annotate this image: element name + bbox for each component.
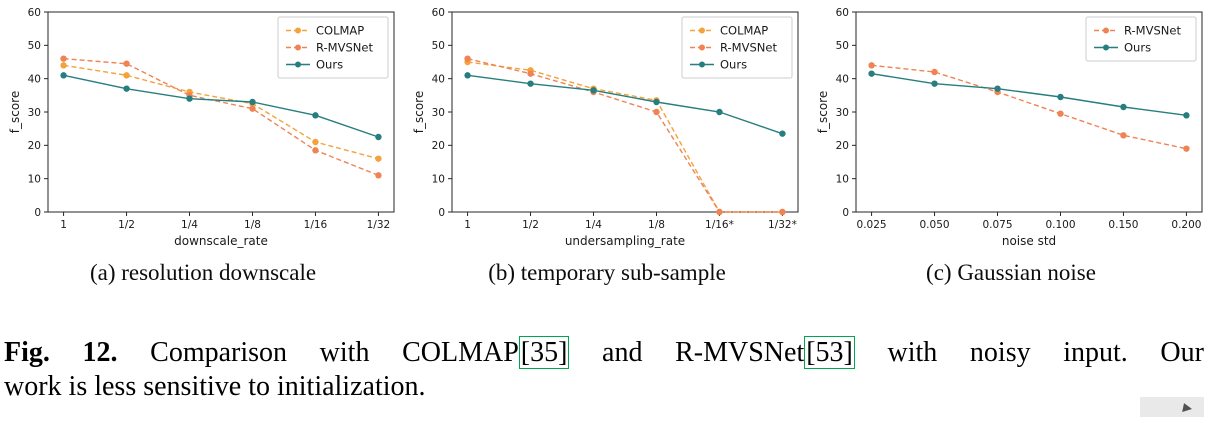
citation-35-link[interactable]: [35]	[518, 336, 570, 369]
svg-text:1/32: 1/32	[367, 219, 391, 231]
svg-text:10: 10	[28, 173, 41, 185]
svg-text:50: 50	[432, 40, 445, 52]
svg-text:40: 40	[836, 73, 849, 85]
svg-text:1/16*: 1/16*	[705, 219, 734, 231]
svg-text:40: 40	[432, 73, 445, 85]
caption-text-1: Comparison with COLMAP	[117, 337, 519, 368]
svg-text:1: 1	[464, 219, 471, 231]
svg-text:30: 30	[432, 107, 445, 119]
svg-text:noise std: noise std	[1002, 234, 1056, 248]
svg-text:0.150: 0.150	[1108, 219, 1138, 231]
svg-text:20: 20	[836, 140, 849, 152]
svg-text:1/32*: 1/32*	[768, 219, 797, 231]
svg-text:downscale_rate: downscale_rate	[174, 234, 268, 248]
svg-text:Ours: Ours	[1124, 40, 1151, 54]
svg-text:1/16: 1/16	[304, 219, 328, 231]
svg-text:1/2: 1/2	[522, 219, 539, 231]
svg-text:60: 60	[432, 7, 445, 19]
svg-text:30: 30	[28, 107, 41, 119]
svg-text:20: 20	[28, 140, 41, 152]
caption-text-3: with noisy input. Our	[854, 337, 1204, 368]
svg-text:R-MVSNet: R-MVSNet	[1124, 23, 1181, 37]
subcaption-c: (c) Gaussian noise	[926, 260, 1096, 285]
svg-text:30: 30	[836, 107, 849, 119]
svg-text:0.100: 0.100	[1045, 219, 1075, 231]
svg-text:0: 0	[438, 207, 445, 219]
svg-text:1/4: 1/4	[585, 219, 602, 231]
svg-text:0: 0	[34, 207, 41, 219]
svg-text:0.200: 0.200	[1171, 219, 1201, 231]
svg-text:1/4: 1/4	[181, 219, 198, 231]
screenshot-highlight-artifact	[1140, 397, 1204, 417]
citation-53-link[interactable]: [53]	[804, 336, 855, 369]
subcaptions-row: (a) resolution downscale (b) temporary s…	[0, 260, 1208, 286]
svg-text:R-MVSNet: R-MVSNet	[316, 40, 373, 54]
figure-caption: Fig. 12. Comparison with COLMAP[35] and …	[0, 336, 1208, 404]
svg-text:50: 50	[836, 40, 849, 52]
svg-text:1: 1	[60, 219, 67, 231]
figure-12: 0 10 20 30 40 50 60 1 1/2 1/4 1/8 1/16 1/32 downscale…	[0, 7, 1208, 417]
svg-text:1/8: 1/8	[244, 219, 261, 231]
svg-text:R-MVSNet: R-MVSNet	[720, 40, 777, 54]
caption-label: Fig. 12.	[4, 337, 118, 368]
svg-text:0.025: 0.025	[857, 219, 887, 231]
svg-text:60: 60	[28, 7, 41, 19]
mouse-cursor-icon	[1182, 403, 1193, 414]
svg-text:0.075: 0.075	[982, 219, 1012, 231]
svg-text:COLMAP: COLMAP	[720, 23, 768, 37]
svg-text:0.050: 0.050	[920, 219, 950, 231]
chart-temporal-subsample: 0 10 20 30 40 50 60 1 1/2 1/4 1/8 1/16* 1/32* undersa…	[412, 7, 799, 248]
caption-line-1: Fig. 12. Comparison with COLMAP[35] and …	[4, 336, 1204, 370]
svg-text:50: 50	[28, 40, 41, 52]
chart-resolution-downscale: 0 10 20 30 40 50 60 1 1/2 1/4 1/8 1/16 1/32 downscale…	[8, 7, 395, 248]
svg-text:f_score: f_score	[816, 91, 830, 133]
caption-line-2: work is less sensitive to initialization…	[4, 371, 426, 402]
svg-text:Ours: Ours	[316, 57, 343, 71]
svg-text:undersampling_rate: undersampling_rate	[565, 234, 685, 248]
svg-text:20: 20	[432, 140, 445, 152]
svg-text:0: 0	[842, 207, 849, 219]
svg-text:40: 40	[28, 73, 41, 85]
caption-text-2: and R-MVSNet	[569, 337, 805, 368]
chart-gaussian-noise: 0 10 20 30 40 50 60 0.025 0.050 0.075 0.100 0.150 0.…	[816, 7, 1203, 248]
svg-text:60: 60	[836, 7, 849, 19]
svg-text:f_score: f_score	[8, 91, 22, 133]
subcaption-b: (b) temporary sub-sample	[488, 260, 726, 285]
charts-row: 0 10 20 30 40 50 60 1 1/2 1/4 1/8 1/16 1/32 downscale…	[8, 7, 1203, 248]
svg-text:10: 10	[432, 173, 445, 185]
svg-text:f_score: f_score	[412, 91, 426, 133]
svg-text:1/2: 1/2	[118, 219, 135, 231]
svg-text:1/8: 1/8	[648, 219, 665, 231]
svg-text:COLMAP: COLMAP	[316, 23, 364, 37]
subcaption-a: (a) resolution downscale	[89, 260, 317, 285]
svg-text:10: 10	[836, 173, 849, 185]
svg-text:Ours: Ours	[720, 57, 747, 71]
